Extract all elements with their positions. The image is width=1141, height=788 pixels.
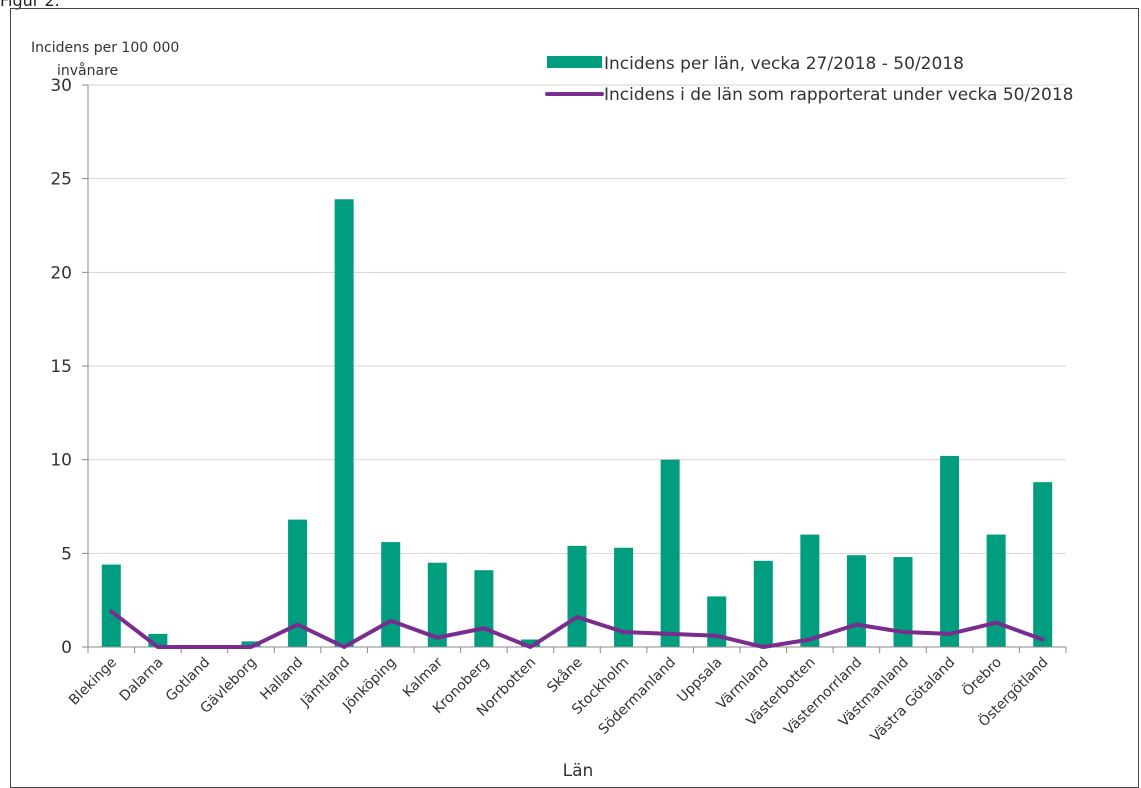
y-tick-label: 30 xyxy=(50,76,72,96)
bar-Västerbotten xyxy=(800,534,820,647)
bar-Östergötland xyxy=(1033,482,1053,647)
y-tick-label: 25 xyxy=(50,170,72,190)
bar-Kronoberg xyxy=(474,570,494,647)
x-tick-label: Västra Götaland xyxy=(868,655,959,746)
bar-Norrbotten xyxy=(520,639,540,647)
bar-Jönköping xyxy=(381,542,401,647)
legend: Incidens per län, vecka 27/2018 - 50/201… xyxy=(545,54,1074,105)
bar-Stockholm xyxy=(614,547,634,647)
bar-Västmanland xyxy=(893,557,913,647)
bar-Jämtland xyxy=(334,199,354,648)
x-tick-label: Örebro xyxy=(958,653,1005,700)
x-tick-label: Skåne xyxy=(544,654,586,696)
legend-label-bar: Incidens per län, vecka 27/2018 - 50/201… xyxy=(604,54,964,74)
series-line xyxy=(109,609,1045,649)
bar-Halland xyxy=(288,519,308,647)
x-tick-label: Dalarna xyxy=(117,655,167,705)
x-tick-label: Kalmar xyxy=(400,654,446,700)
figure-label: Figur 2. xyxy=(0,0,60,10)
legend-swatch-bar xyxy=(547,56,602,68)
y-tick-label: 20 xyxy=(50,263,72,283)
chart-frame: 0 5 10 15 20 25 30 Blekinge Dalarna Gotland Gävle… xyxy=(10,8,1139,788)
x-axis-label: Län xyxy=(563,761,594,781)
bar-Örebro xyxy=(986,534,1006,647)
bar-Västernorrland xyxy=(846,555,866,647)
y-axis-label-line1: Incidens per 100 000 xyxy=(31,40,179,56)
y-tick-label: 15 xyxy=(50,357,72,377)
bar-Kalmar xyxy=(427,562,447,647)
bar-Västra Götaland xyxy=(940,455,960,647)
x-tick-label: Blekinge xyxy=(66,655,120,709)
y-axis-label-line2: invånare xyxy=(57,62,118,79)
legend-label-line: Incidens i de län som rapporterat under … xyxy=(604,85,1074,105)
y-tick-label: 10 xyxy=(50,451,72,471)
y-tick-label: 5 xyxy=(61,544,72,564)
bar-Värmland xyxy=(753,560,773,647)
bar-Blekinge xyxy=(101,564,121,647)
bar-Gävleborg xyxy=(241,641,261,647)
bar-Södermanland xyxy=(660,459,680,647)
bar-Skåne xyxy=(567,545,587,647)
y-tick-label: 0 xyxy=(61,638,72,658)
